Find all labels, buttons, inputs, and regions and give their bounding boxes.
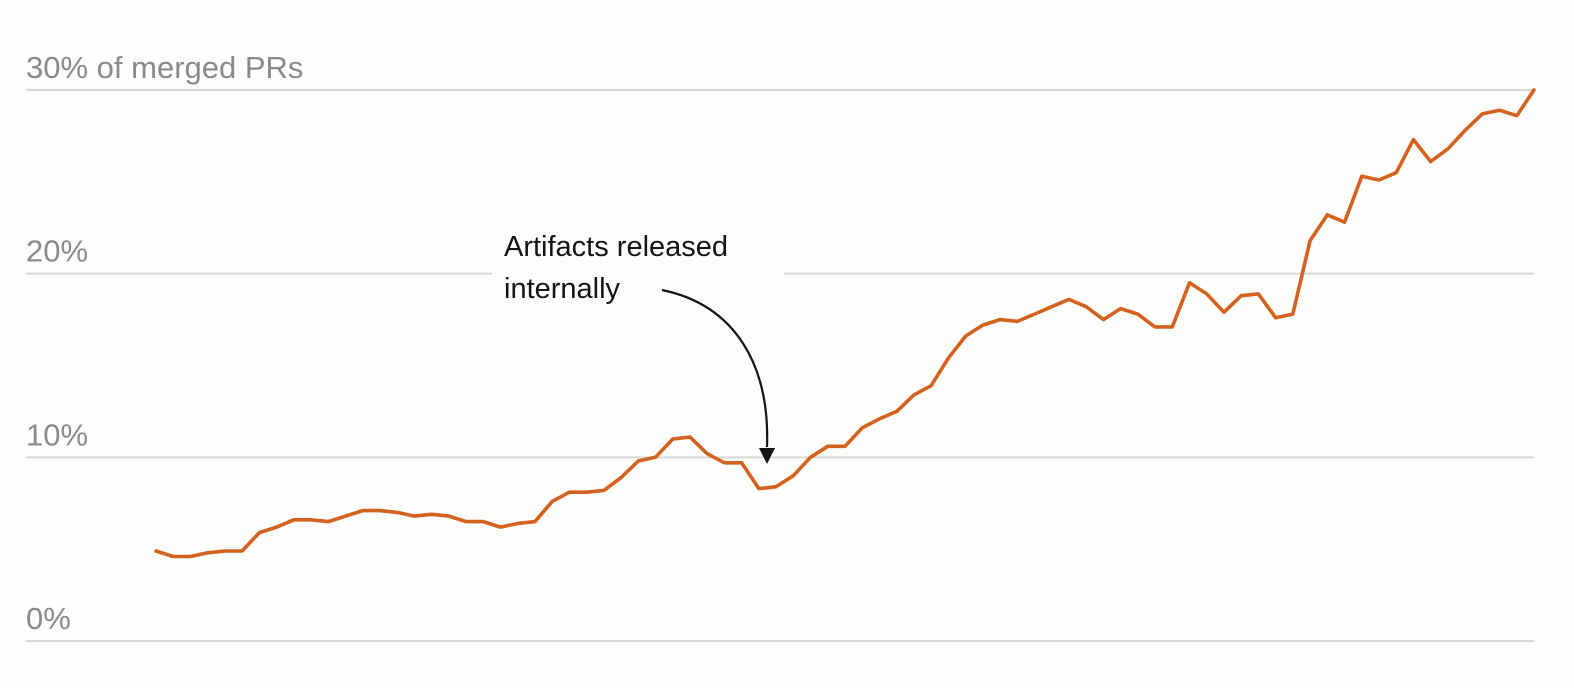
annotation-text: Artifacts released internally [504,231,736,305]
y-tick-label-10: 10% [26,417,88,452]
annotation-line-1: Artifacts released [504,231,728,263]
annotation-background [492,226,784,314]
series-line-0 [154,88,1536,559]
y-tick-label-20: 20% [26,234,88,269]
annotation-arrow [661,288,769,448]
annotation: Artifacts released internally [492,226,784,464]
gridlines [26,89,1534,642]
y-tick-labels: 0% 10% 20% 30% of merged PRs [26,50,303,636]
annotation-line-2: internally [504,273,621,305]
y-tick-label-30: 30% of merged PRs [26,50,303,85]
series-lines [154,88,1536,559]
annotation-arrowhead [759,448,775,464]
y-tick-label-0: 0% [26,601,71,636]
